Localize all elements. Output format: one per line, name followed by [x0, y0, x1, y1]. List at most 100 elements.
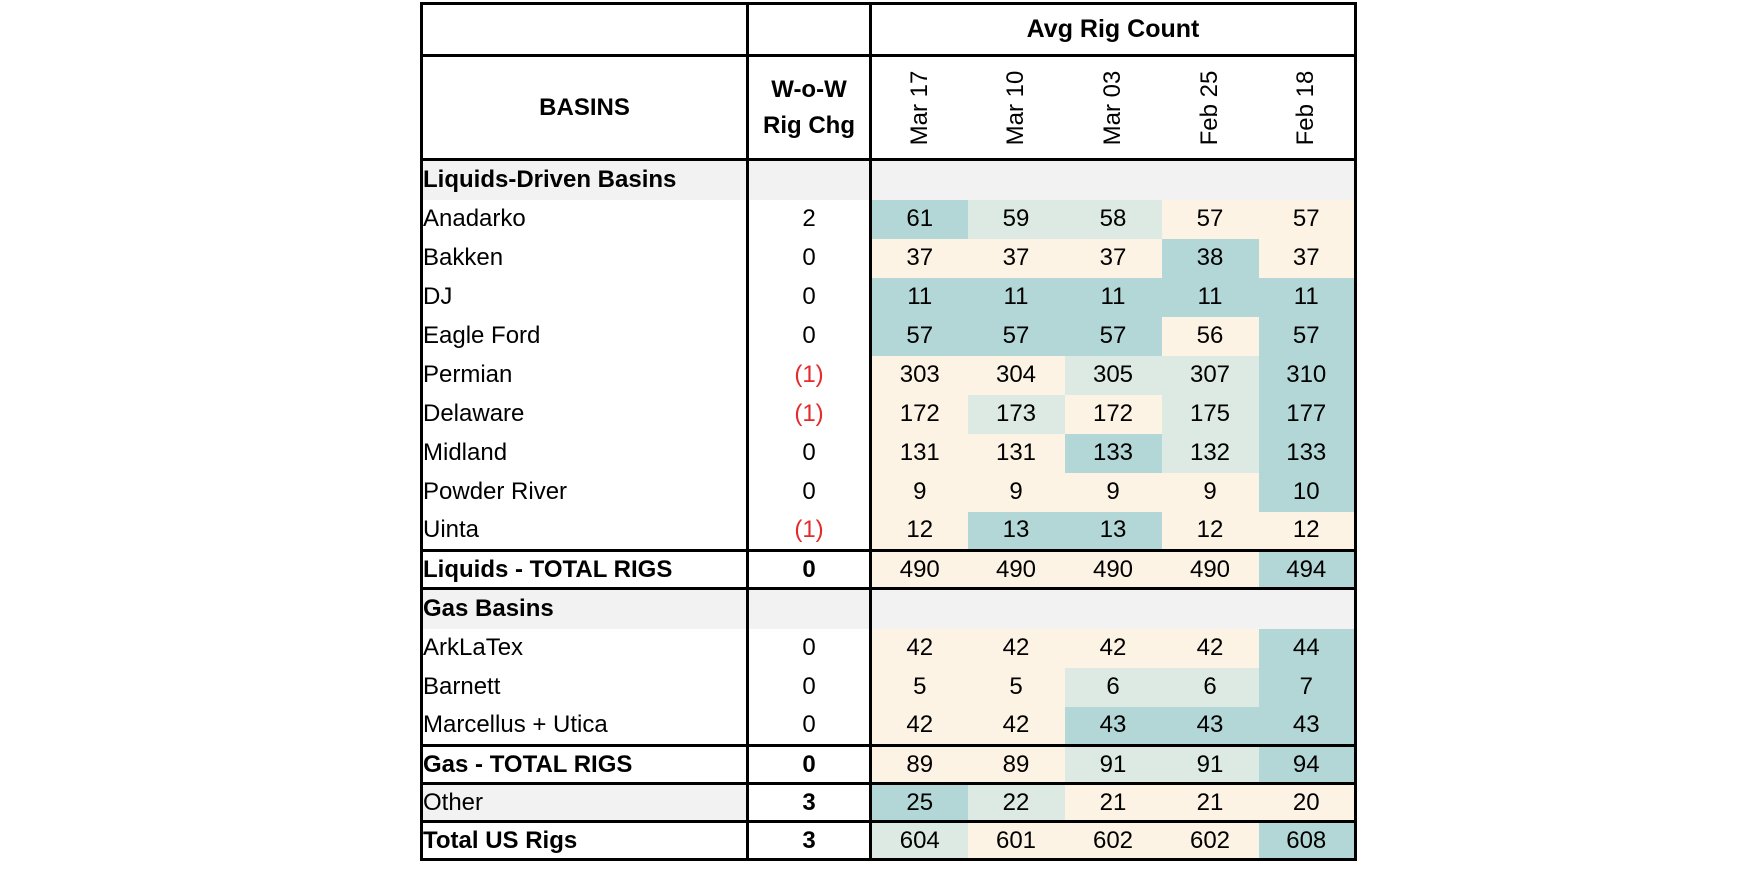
wow-change-cell: (1)	[747, 355, 872, 395]
section-chg-blank	[747, 588, 872, 629]
rig-count-cell: 11	[870, 277, 968, 317]
rig-count-cell: 42	[870, 706, 968, 746]
rig-count-cell: 6	[1161, 667, 1259, 707]
table-row: Bakken 0 37 37 37 38 37	[421, 238, 1356, 278]
rig-count-cell: 175	[1161, 394, 1259, 434]
rig-count-cell: 91	[1161, 744, 1259, 785]
rig-count-cell: 305	[1064, 355, 1162, 395]
date-column-header: Mar 03	[1064, 55, 1162, 161]
rig-count-cell: 11	[1161, 277, 1259, 317]
rig-count-cell: 9	[967, 472, 1065, 512]
rig-count-cell: 89	[870, 744, 968, 785]
rig-count-cell: 303	[870, 355, 968, 395]
wow-change-cell: (1)	[747, 394, 872, 434]
rig-count-cell: 177	[1258, 394, 1356, 434]
rig-count-cell: 307	[1161, 355, 1259, 395]
rig-count-cell: 12	[870, 511, 968, 551]
table-row: Delaware (1) 172 173 172 175 177	[421, 394, 1356, 434]
wow-label-line1: W-o-W	[771, 75, 847, 103]
wow-change-cell: 0	[747, 744, 872, 785]
table-row: Midland 0 131 131 133 132 133	[421, 433, 1356, 473]
rig-count-cell: 172	[1064, 394, 1162, 434]
rig-count-cell: 37	[1258, 238, 1356, 278]
wow-change-cell: 0	[747, 316, 872, 356]
rig-count-cell: 11	[1064, 277, 1162, 317]
date-column-header: Feb 18	[1258, 55, 1356, 161]
rig-count-cell: 10	[1258, 472, 1356, 512]
wow-change-cell: 0	[747, 238, 872, 278]
rig-count-cell: 57	[1258, 199, 1356, 239]
rig-count-cell: 494	[1258, 549, 1356, 590]
basin-name: Gas - TOTAL RIGS	[421, 744, 749, 785]
table-row: DJ 0 11 11 11 11 11	[421, 277, 1356, 317]
rig-count-cell: 59	[967, 199, 1065, 239]
section-title: Liquids-Driven Basins	[421, 159, 749, 200]
table-row: Uinta (1) 12 13 13 12 12	[421, 511, 1356, 551]
rig-count-cell: 9	[1064, 472, 1162, 512]
table-row: Other 3 25 22 21 21 20	[421, 783, 1356, 823]
table-row: Total US Rigs 3 604 601 602 602 608	[421, 821, 1356, 860]
rig-count-cell: 11	[1258, 277, 1356, 317]
rig-count-cell: 57	[870, 316, 968, 356]
rig-count-cell: 43	[1064, 706, 1162, 746]
date-label: Mar 10	[1002, 70, 1029, 145]
basin-name: Eagle Ford	[421, 316, 749, 356]
wow-change-cell: 0	[747, 277, 872, 317]
wow-change-cell: (1)	[747, 511, 872, 551]
rig-count-cell: 57	[967, 316, 1065, 356]
rig-count-cell: 42	[1064, 628, 1162, 668]
rig-count-cell: 57	[1161, 199, 1259, 239]
basin-name: Liquids - TOTAL RIGS	[421, 549, 749, 590]
table-row: ArkLaTex 0 42 42 42 42 44	[421, 628, 1356, 668]
rig-count-cell: 608	[1258, 821, 1356, 860]
rig-count-cell: 172	[870, 394, 968, 434]
basin-name: Uinta	[421, 511, 749, 551]
rig-count-cell: 38	[1161, 238, 1259, 278]
rig-count-cell: 42	[870, 628, 968, 668]
rig-count-cell: 9	[870, 472, 968, 512]
rig-count-cell: 57	[1064, 316, 1162, 356]
rig-count-cell: 94	[1258, 744, 1356, 785]
rig-count-cell: 12	[1258, 511, 1356, 551]
rig-count-cell: 604	[870, 821, 968, 860]
rig-count-cell: 490	[1064, 549, 1162, 590]
basin-name: Powder River	[421, 472, 749, 512]
rig-count-cell: 490	[967, 549, 1065, 590]
basin-name: DJ	[421, 277, 749, 317]
rig-count-cell: 42	[967, 628, 1065, 668]
basin-name: Other	[421, 783, 749, 823]
rig-count-cell: 6	[1064, 667, 1162, 707]
basin-name: Permian	[421, 355, 749, 395]
date-label: Feb 18	[1292, 70, 1320, 145]
section-fill	[870, 159, 1356, 200]
table-row: Eagle Ford 0 57 57 57 56 57	[421, 316, 1356, 356]
table-row: Marcellus + Utica 0 42 42 43 43 43	[421, 706, 1356, 746]
basin-name: Barnett	[421, 667, 749, 707]
rig-count-cell: 57	[1258, 316, 1356, 356]
table-row: Anadarko 2 61 59 58 57 57	[421, 199, 1356, 239]
gas-section-header: Gas Basins	[421, 588, 1356, 629]
rig-count-cell: 131	[967, 433, 1065, 473]
header-blank-chg	[747, 3, 872, 57]
rig-count-cell: 61	[870, 199, 968, 239]
wow-change-cell: 3	[747, 783, 872, 823]
rig-count-cell: 13	[967, 511, 1065, 551]
rig-count-cell: 20	[1258, 783, 1356, 823]
date-label: Feb 25	[1196, 70, 1223, 145]
table-row: Permian (1) 303 304 305 307 310	[421, 355, 1356, 395]
total-row: Gas - TOTAL RIGS 0 89 89 91 91 94	[421, 744, 1356, 785]
wow-change-column-header: W-o-W Rig Chg	[747, 55, 872, 161]
rig-count-cell: 37	[967, 238, 1065, 278]
header-blank-basin	[421, 3, 749, 57]
rig-count-cell: 91	[1064, 744, 1162, 785]
rig-count-cell: 173	[967, 394, 1065, 434]
date-label: Mar 17	[905, 70, 933, 145]
rig-count-cell: 9	[1161, 472, 1259, 512]
date-column-header: Feb 25	[1161, 55, 1259, 161]
basin-name: Total US Rigs	[421, 821, 749, 860]
avg-rig-count-header: Avg Rig Count	[870, 3, 1356, 57]
rig-count-cell: 601	[967, 821, 1065, 860]
section-fill	[870, 588, 1356, 629]
rig-count-cell: 25	[870, 783, 968, 823]
rig-count-cell: 304	[967, 355, 1065, 395]
